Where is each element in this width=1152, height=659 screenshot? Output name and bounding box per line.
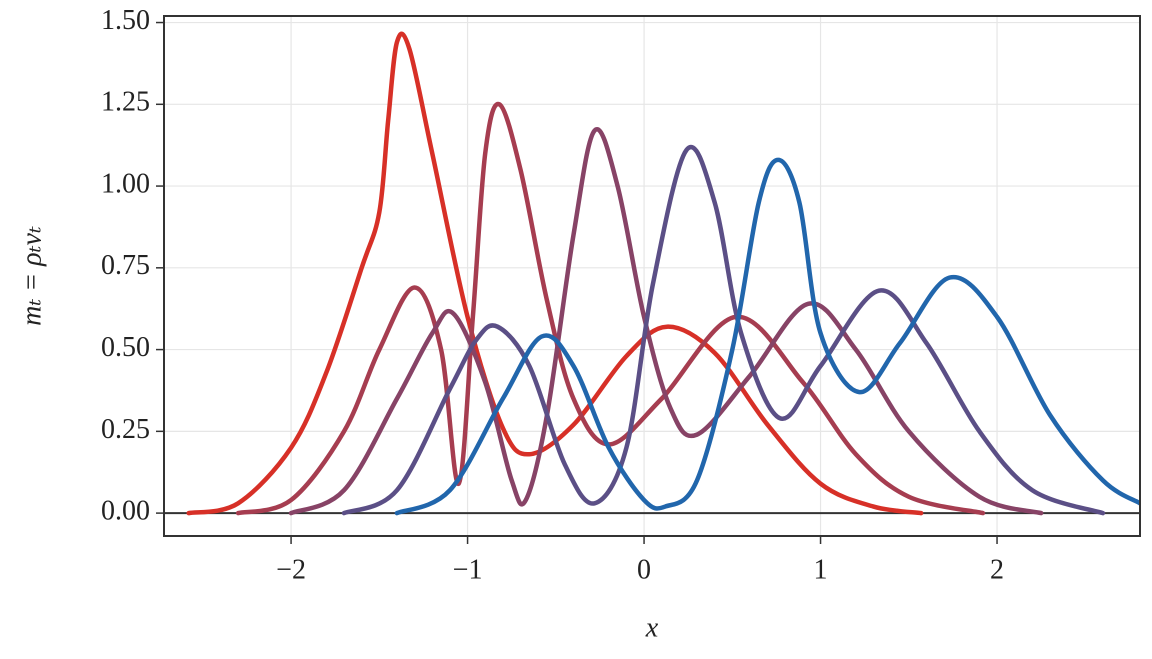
x-tick-label: 0 xyxy=(637,554,651,585)
series-line xyxy=(288,126,1044,516)
y-tick-label: 1.25 xyxy=(101,87,150,118)
y-tick-label: 0.75 xyxy=(101,250,150,281)
plot-frame xyxy=(163,15,1141,537)
x-tick-label: −1 xyxy=(453,554,483,585)
y-tick-label: 0.50 xyxy=(101,332,150,363)
x-tick-label: 1 xyxy=(814,554,828,585)
y-axis-label: mₜ = ρₜvₜ xyxy=(16,226,47,326)
series-line xyxy=(186,31,924,516)
x-tick-label: 2 xyxy=(990,554,1004,585)
y-tick-label: 1.00 xyxy=(101,168,150,199)
y-tick-label: 0.25 xyxy=(101,414,150,445)
y-tick-label: 0.00 xyxy=(101,496,150,527)
series-line xyxy=(341,145,1106,516)
series-line xyxy=(235,101,986,516)
x-axis-label: x xyxy=(645,612,659,643)
x-tick-label: −2 xyxy=(276,554,306,585)
series-line xyxy=(394,157,1140,516)
y-tick-label: 1.50 xyxy=(101,5,150,36)
